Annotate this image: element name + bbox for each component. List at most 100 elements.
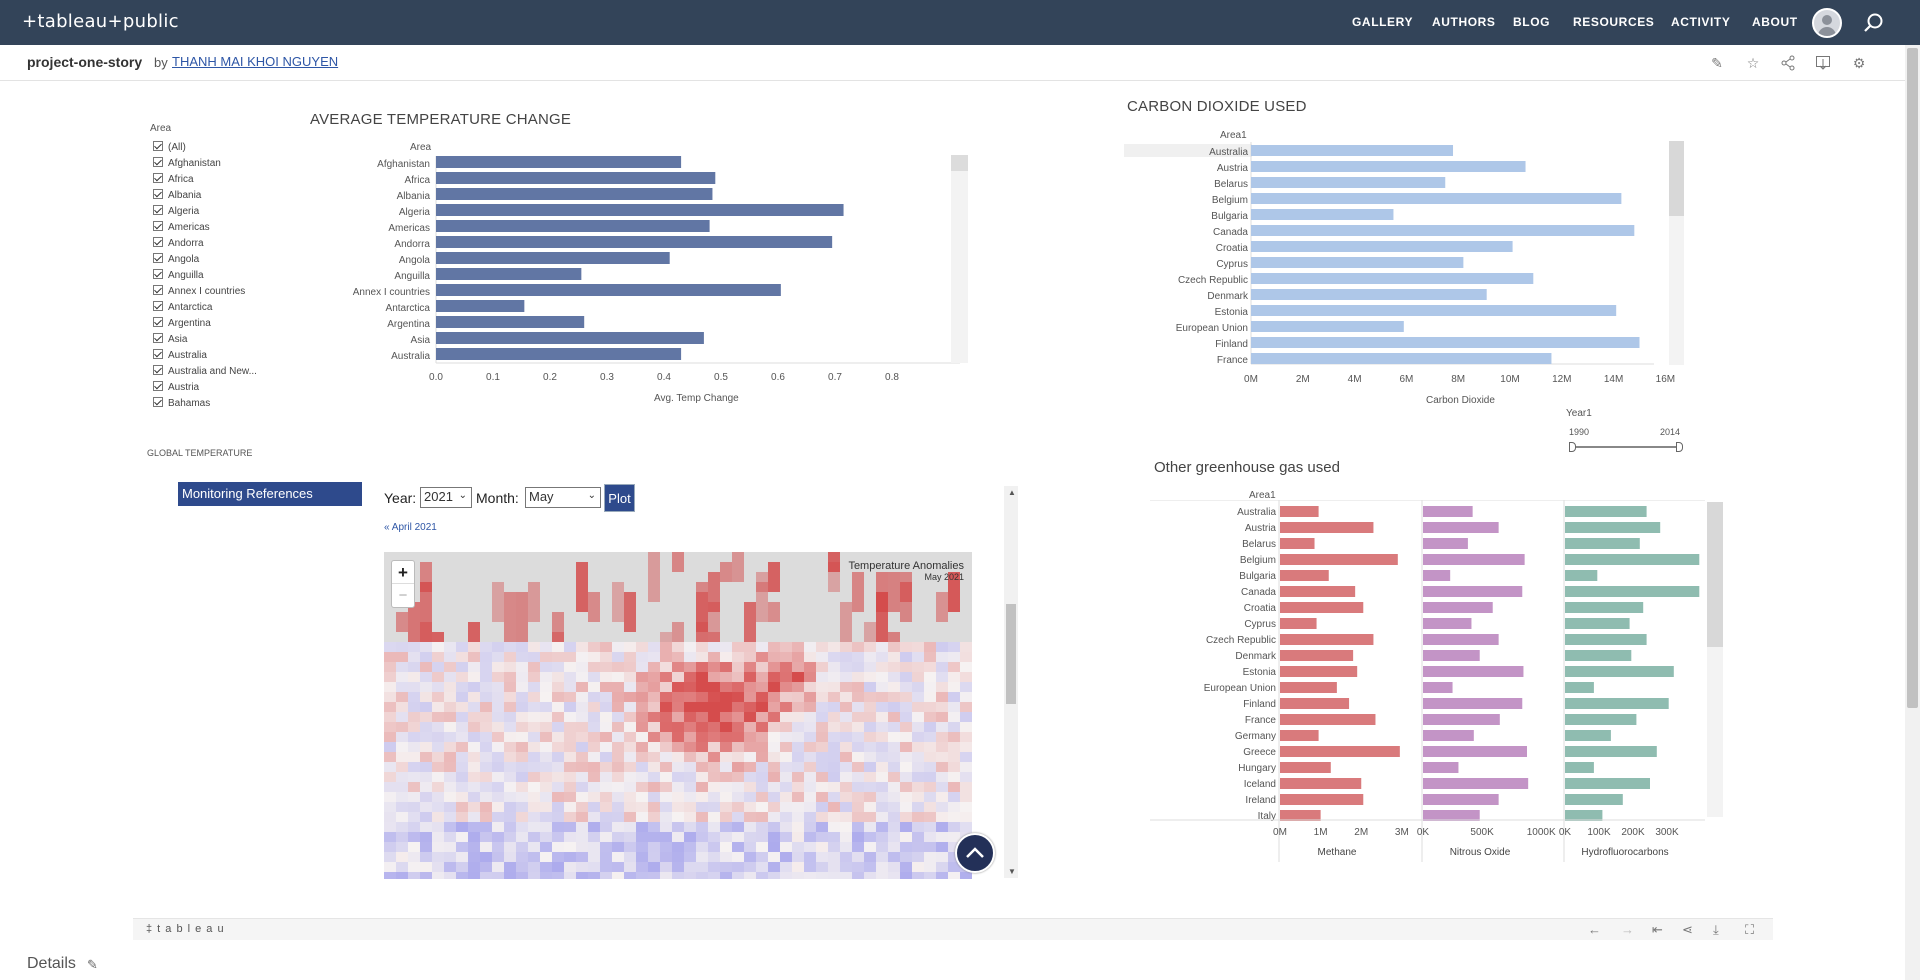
- checkbox-checked-icon[interactable]: [153, 301, 163, 311]
- edit-icon[interactable]: ✎: [1711, 55, 1723, 71]
- heat-cell: [672, 672, 684, 682]
- filter-item[interactable]: Asia: [153, 333, 187, 346]
- nav-resources[interactable]: RESOURCES: [1573, 15, 1655, 29]
- search-icon[interactable]: [1863, 12, 1885, 34]
- checkbox-checked-icon[interactable]: [153, 221, 163, 231]
- filter-item[interactable]: (All): [153, 141, 186, 154]
- filter-item[interactable]: Antarctica: [153, 301, 212, 314]
- heat-cell: [660, 842, 672, 852]
- scroll-up-arrow-icon[interactable]: ▲: [1008, 488, 1016, 497]
- checkbox-checked-icon[interactable]: [153, 253, 163, 263]
- map-panel-scroll-thumb[interactable]: [1006, 604, 1016, 704]
- checkbox-checked-icon[interactable]: [153, 173, 163, 183]
- year-slider-handle-max[interactable]: [1676, 442, 1683, 452]
- filter-item[interactable]: Andorra: [153, 237, 204, 250]
- checkbox-checked-icon[interactable]: [153, 381, 163, 391]
- filter-item[interactable]: Australia and New...: [153, 365, 257, 378]
- tableau-public-logo[interactable]: +tableau+public: [22, 11, 179, 32]
- co2-chart-scroll-thumb[interactable]: [1669, 141, 1684, 216]
- heat-cell-bg: [744, 762, 756, 772]
- heat-cell: [408, 832, 420, 842]
- filter-item[interactable]: Africa: [153, 173, 194, 186]
- user-avatar[interactable]: [1812, 8, 1842, 38]
- heat-cell-bg: [624, 702, 636, 712]
- temp-chart-scroll-thumb[interactable]: [951, 155, 968, 171]
- zoom-out-button[interactable]: −: [398, 587, 408, 604]
- heat-cell-bg: [840, 782, 852, 792]
- checkbox-checked-icon[interactable]: [153, 397, 163, 407]
- revert-icon[interactable]: ⇤: [1652, 922, 1663, 937]
- heat-cell-bg: [756, 742, 768, 752]
- filter-item[interactable]: Algeria: [153, 205, 199, 218]
- filter-item[interactable]: Afghanistan: [153, 157, 221, 170]
- ghg-chart-scroll-thumb[interactable]: [1707, 502, 1723, 647]
- year-slider-handle-min[interactable]: [1569, 442, 1576, 452]
- favorite-star-icon[interactable]: ☆: [1746, 55, 1760, 71]
- nav-blog[interactable]: BLOG: [1513, 15, 1551, 29]
- download-icon[interactable]: [1815, 55, 1831, 71]
- filter-item[interactable]: Annex I countries: [153, 285, 245, 298]
- month-select[interactable]: May ⌄: [525, 487, 601, 508]
- details-label[interactable]: Details: [27, 955, 76, 972]
- zoom-in-button[interactable]: +: [392, 561, 414, 584]
- heat-cell-bg: [756, 822, 768, 832]
- settings-gear-icon[interactable]: ⚙: [1852, 55, 1866, 71]
- checkbox-checked-icon[interactable]: [153, 365, 163, 375]
- checkbox-checked-icon[interactable]: [153, 349, 163, 359]
- heat-cell-bg: [684, 792, 696, 802]
- checkbox-checked-icon[interactable]: [153, 285, 163, 295]
- filter-item[interactable]: Albania: [153, 189, 201, 202]
- checkbox-checked-icon[interactable]: [153, 141, 163, 151]
- heat-cell-bg: [660, 752, 672, 762]
- checkbox-checked-icon[interactable]: [153, 317, 163, 327]
- year-select[interactable]: 2021 ⌄: [420, 487, 472, 508]
- nav-authors[interactable]: AUTHORS: [1432, 15, 1496, 29]
- checkbox-checked-icon[interactable]: [153, 205, 163, 215]
- heat-cell: [864, 842, 876, 852]
- plot-button[interactable]: Plot: [604, 484, 635, 512]
- heat-cell: [528, 702, 540, 712]
- filter-item[interactable]: Argentina: [153, 317, 211, 330]
- filter-item[interactable]: Bahamas: [153, 397, 210, 410]
- tableau-logo[interactable]: ‡ t a b l e a u: [146, 923, 225, 935]
- checkbox-checked-icon[interactable]: [153, 157, 163, 167]
- nav-activity[interactable]: ACTIVITY: [1671, 15, 1731, 29]
- filter-item[interactable]: Anguilla: [153, 269, 204, 282]
- nav-gallery[interactable]: GALLERY: [1352, 15, 1414, 29]
- temp-chart-scrollbar[interactable]: [951, 155, 968, 363]
- heat-cell-bg: [492, 692, 504, 702]
- redo-icon[interactable]: →: [1621, 922, 1634, 937]
- previous-month-link[interactable]: « April 2021: [384, 522, 437, 533]
- heat-cell: [552, 822, 564, 832]
- filter-item[interactable]: Australia: [153, 349, 207, 362]
- checkbox-checked-icon[interactable]: [153, 333, 163, 343]
- share-icon[interactable]: ⋖: [1682, 922, 1693, 937]
- temperature-anomaly-map[interactable]: + − Temperature Anomalies May 2021: [384, 552, 972, 879]
- year-slider-track[interactable]: [1573, 446, 1680, 448]
- heat-cell-bg: [396, 652, 408, 662]
- map-panel-scrollbar[interactable]: ▲ ▼: [1004, 486, 1018, 878]
- filter-item[interactable]: Austria: [153, 381, 199, 394]
- edit-pencil-icon[interactable]: ✎: [87, 957, 98, 972]
- undo-icon[interactable]: ←: [1588, 922, 1601, 937]
- heat-cell: [852, 702, 864, 712]
- back-to-top-button[interactable]: [955, 833, 995, 873]
- page-scrollbar-thumb[interactable]: [1907, 48, 1918, 708]
- fullscreen-icon[interactable]: ⛶: [1745, 922, 1755, 937]
- filter-item[interactable]: Americas: [153, 221, 210, 234]
- filter-item[interactable]: Angola: [153, 253, 199, 266]
- heat-cell-bg: [624, 682, 636, 692]
- checkbox-checked-icon[interactable]: [153, 237, 163, 247]
- author-link[interactable]: THANH MAI KHOI NGUYEN: [172, 54, 339, 69]
- download-icon[interactable]: ⤓: [1713, 922, 1719, 937]
- checkbox-checked-icon[interactable]: [153, 269, 163, 279]
- scroll-down-arrow-icon[interactable]: ▼: [1008, 867, 1016, 876]
- share-icon[interactable]: [1780, 55, 1796, 71]
- heat-cell-bg: [492, 722, 504, 732]
- checkbox-checked-icon[interactable]: [153, 189, 163, 199]
- heat-cell: [876, 672, 888, 682]
- nav-about[interactable]: ABOUT: [1752, 15, 1798, 29]
- heat-cell: [444, 752, 456, 762]
- heat-cell-bg: [396, 872, 408, 879]
- monitoring-references-button[interactable]: Monitoring References: [178, 482, 362, 506]
